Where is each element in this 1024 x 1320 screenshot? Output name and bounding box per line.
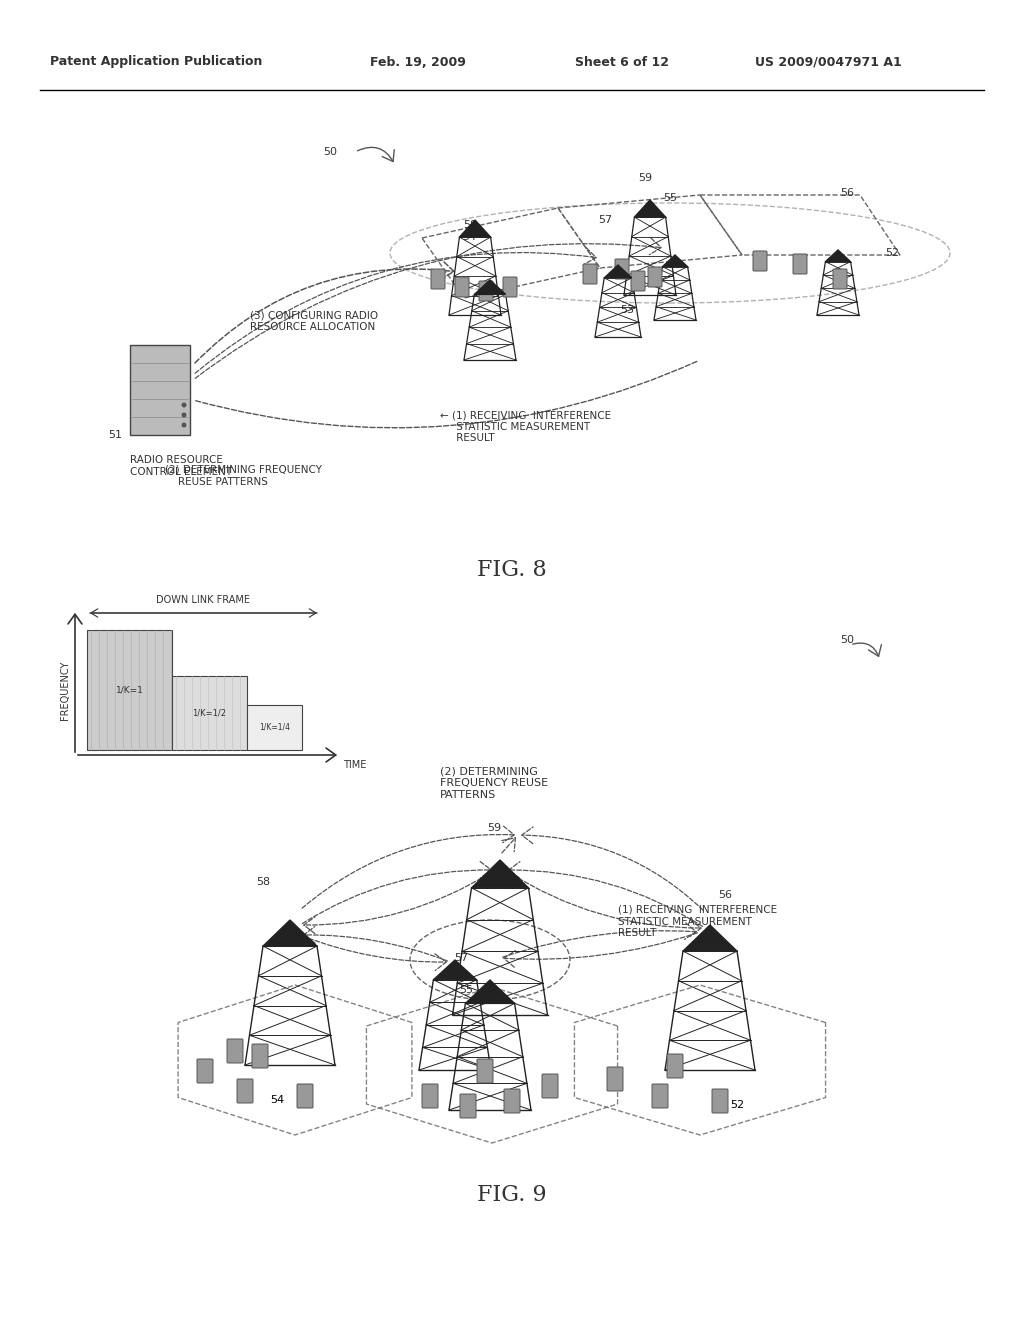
Text: 57: 57: [454, 953, 468, 964]
Text: (3) CONFIGURING RADIO
RESOURCE ALLOCATION: (3) CONFIGURING RADIO RESOURCE ALLOCATIO…: [250, 310, 378, 331]
Text: 53: 53: [460, 1110, 474, 1119]
Text: 59: 59: [638, 173, 652, 183]
Polygon shape: [263, 920, 317, 946]
Polygon shape: [465, 979, 515, 1003]
Text: 1/K=1: 1/K=1: [116, 685, 143, 694]
Polygon shape: [460, 220, 490, 238]
Text: 56: 56: [718, 890, 732, 900]
FancyBboxPatch shape: [477, 1059, 493, 1082]
FancyBboxPatch shape: [583, 264, 597, 284]
Text: Patent Application Publication: Patent Application Publication: [50, 55, 262, 69]
Text: 55: 55: [663, 193, 677, 203]
Text: (2) DETERMINING
FREQUENCY REUSE
PATTERNS: (2) DETERMINING FREQUENCY REUSE PATTERNS: [440, 767, 548, 800]
FancyBboxPatch shape: [712, 1089, 728, 1113]
Text: 57: 57: [598, 215, 612, 224]
Text: 54: 54: [270, 1096, 284, 1105]
Polygon shape: [663, 255, 687, 267]
Polygon shape: [635, 201, 666, 216]
Polygon shape: [604, 265, 632, 279]
FancyBboxPatch shape: [479, 281, 493, 301]
FancyBboxPatch shape: [652, 1084, 668, 1107]
Text: FIG. 8: FIG. 8: [477, 558, 547, 581]
Text: 50: 50: [323, 147, 337, 157]
Text: 53: 53: [620, 305, 634, 315]
Text: US 2009/0047971 A1: US 2009/0047971 A1: [755, 55, 902, 69]
Text: FREQUENCY: FREQUENCY: [60, 660, 70, 719]
Text: 55: 55: [459, 985, 473, 995]
Text: Feb. 19, 2009: Feb. 19, 2009: [370, 55, 466, 69]
FancyBboxPatch shape: [833, 269, 847, 289]
FancyBboxPatch shape: [252, 1044, 268, 1068]
Circle shape: [181, 412, 186, 417]
FancyBboxPatch shape: [227, 1039, 243, 1063]
Polygon shape: [683, 925, 737, 952]
FancyBboxPatch shape: [422, 1084, 438, 1107]
Bar: [87, 630, 172, 750]
Polygon shape: [433, 960, 476, 979]
Circle shape: [181, 403, 186, 408]
Text: 56: 56: [840, 187, 854, 198]
FancyBboxPatch shape: [793, 253, 807, 275]
FancyBboxPatch shape: [130, 345, 190, 436]
Text: 59: 59: [487, 822, 501, 833]
Text: 52: 52: [730, 1100, 744, 1110]
FancyBboxPatch shape: [542, 1074, 558, 1098]
FancyBboxPatch shape: [667, 1053, 683, 1078]
FancyBboxPatch shape: [297, 1084, 313, 1107]
Text: 58: 58: [256, 876, 270, 887]
FancyBboxPatch shape: [648, 267, 662, 286]
Bar: [247, 705, 302, 750]
Text: 52: 52: [885, 248, 899, 257]
FancyBboxPatch shape: [504, 1089, 520, 1113]
Text: 1/K=1/4: 1/K=1/4: [259, 723, 290, 733]
Text: (2) DETERMINING FREQUENCY
    REUSE PATTERNS: (2) DETERMINING FREQUENCY REUSE PATTERNS: [165, 465, 322, 487]
Text: 51: 51: [108, 430, 122, 440]
FancyBboxPatch shape: [753, 251, 767, 271]
Text: 1/K=1/2: 1/K=1/2: [193, 709, 226, 718]
Text: (1) RECEIVING  INTERFERENCE
STATISTIC MEASUREMENT
RESULT: (1) RECEIVING INTERFERENCE STATISTIC MEA…: [618, 906, 777, 939]
FancyBboxPatch shape: [607, 1067, 623, 1092]
Text: Sheet 6 of 12: Sheet 6 of 12: [575, 55, 669, 69]
FancyBboxPatch shape: [237, 1078, 253, 1104]
Text: 54: 54: [462, 232, 476, 242]
Text: RADIO RESOURCE
CONTROL ELEMENT: RADIO RESOURCE CONTROL ELEMENT: [130, 455, 232, 477]
Text: 50: 50: [840, 635, 854, 645]
Polygon shape: [474, 280, 506, 294]
FancyBboxPatch shape: [615, 259, 629, 279]
FancyBboxPatch shape: [503, 277, 517, 297]
Circle shape: [181, 422, 186, 428]
Text: 58: 58: [463, 220, 477, 230]
FancyBboxPatch shape: [460, 1094, 476, 1118]
Polygon shape: [825, 249, 851, 261]
Bar: [172, 676, 247, 750]
FancyBboxPatch shape: [455, 277, 469, 297]
Text: FIG. 9: FIG. 9: [477, 1184, 547, 1206]
FancyBboxPatch shape: [631, 271, 645, 290]
Text: TIME: TIME: [343, 760, 367, 770]
FancyBboxPatch shape: [197, 1059, 213, 1082]
FancyBboxPatch shape: [431, 269, 445, 289]
Text: ← (1) RECEIVING  INTERFERENCE
     STATISTIC MEASUREMENT
     RESULT: ← (1) RECEIVING INTERFERENCE STATISTIC M…: [440, 411, 611, 444]
Text: DOWN LINK FRAME: DOWN LINK FRAME: [157, 595, 251, 605]
Polygon shape: [471, 861, 528, 888]
